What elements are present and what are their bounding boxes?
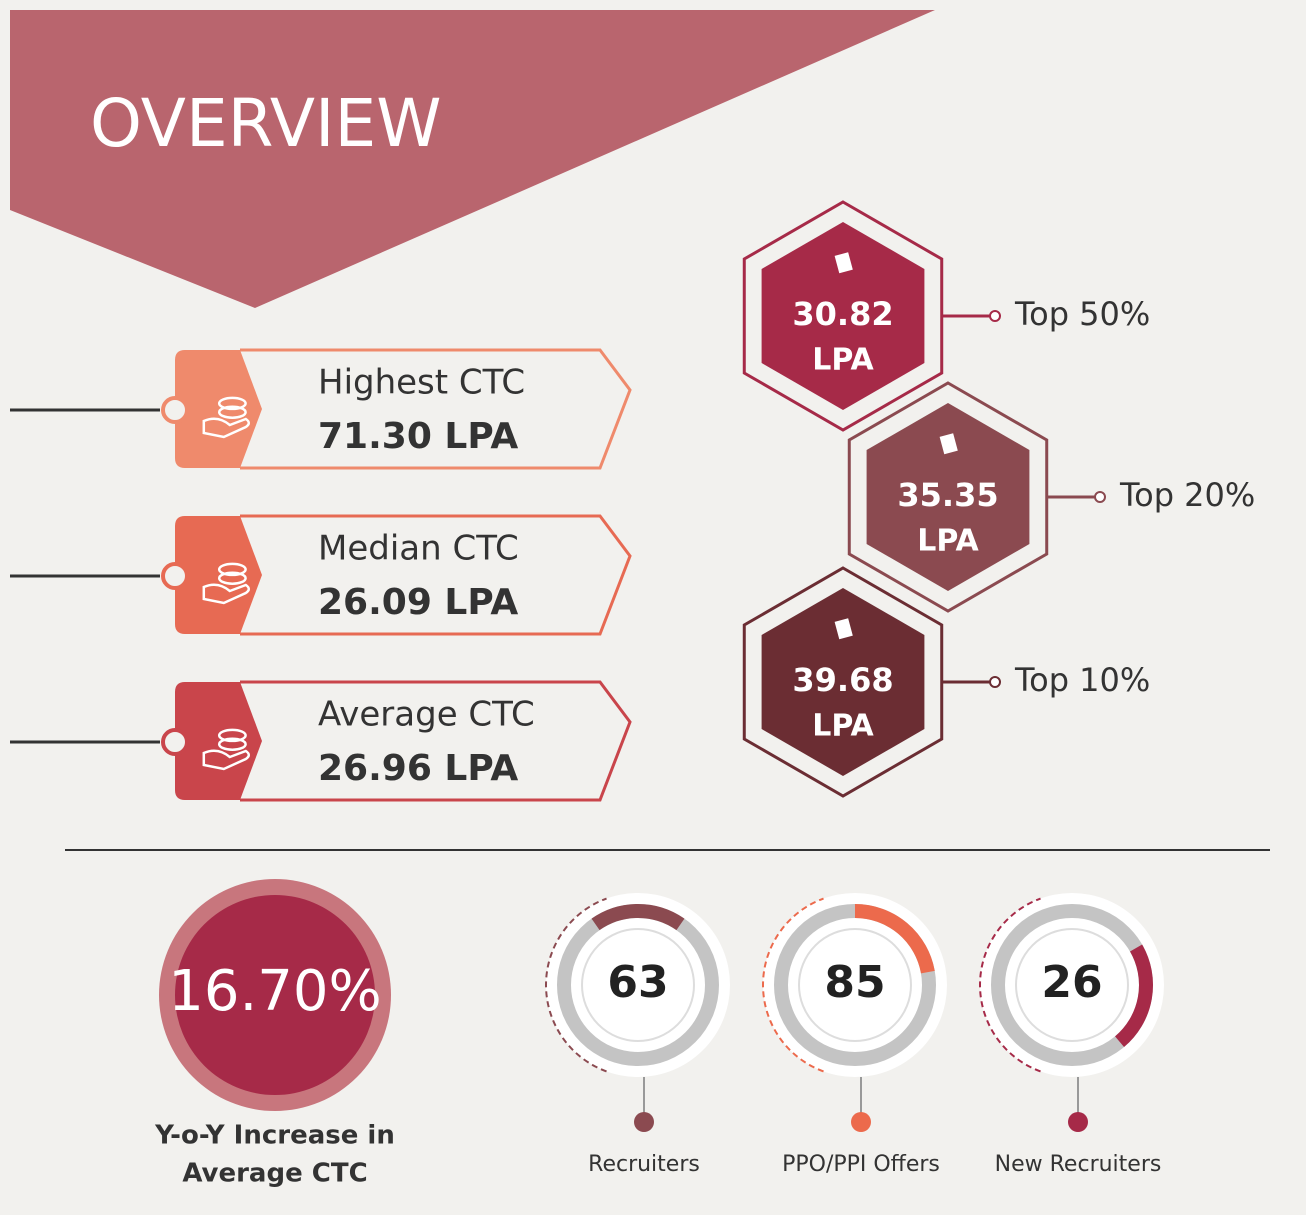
stat-inner xyxy=(798,928,912,1042)
money-icon xyxy=(834,252,853,274)
tag-outline xyxy=(240,680,632,802)
stat-label: New Recruiters xyxy=(995,1152,1162,1177)
hex-label: Top 10% xyxy=(1014,661,1150,699)
tag xyxy=(175,516,262,634)
money-icon xyxy=(939,433,958,455)
hex xyxy=(761,222,925,410)
hex xyxy=(866,403,1030,591)
stat-label: Recruiters xyxy=(588,1152,700,1177)
hex-value: 35.35 xyxy=(897,476,998,514)
stat-dot xyxy=(851,1112,871,1132)
stat-value: 63 xyxy=(607,957,668,1008)
stat-inner xyxy=(1015,928,1129,1042)
tag-outline xyxy=(240,514,632,636)
hex-value: 39.68 xyxy=(792,661,893,699)
connector-dot xyxy=(989,676,1001,688)
hex-value: 30.82 xyxy=(792,295,893,333)
stat-label: PPO/PPI Offers xyxy=(782,1152,940,1177)
connector-dot xyxy=(1094,491,1106,503)
banner xyxy=(10,10,935,308)
coin-icon xyxy=(217,405,247,419)
tag xyxy=(175,682,262,800)
tag-hole xyxy=(161,396,189,424)
money-icon xyxy=(834,618,853,640)
yoy-value: 16.70% xyxy=(168,959,382,1024)
stat-dot xyxy=(1068,1112,1088,1132)
hex-unit: LPA xyxy=(812,709,874,744)
hex-unit: LPA xyxy=(812,343,874,378)
tag-hole xyxy=(161,562,189,590)
coin-icon xyxy=(217,396,247,411)
stat-dash xyxy=(545,897,607,1073)
stat-dash xyxy=(762,897,824,1073)
stat-arc xyxy=(1114,944,1153,1048)
hex-label: Top 50% xyxy=(1014,295,1150,333)
card-label: Average CTC xyxy=(318,695,535,735)
hand-icon xyxy=(202,417,251,439)
hex-unit: LPA xyxy=(917,524,979,559)
tag-hole xyxy=(161,728,189,756)
stat-arc xyxy=(854,904,935,974)
connector-dot xyxy=(989,310,1001,322)
coin-icon xyxy=(217,562,247,577)
title: OVERVIEW xyxy=(90,85,441,162)
stat-value: 85 xyxy=(824,957,885,1008)
stat-dot xyxy=(634,1112,654,1132)
tag xyxy=(175,350,262,468)
stat-value: 26 xyxy=(1041,957,1102,1008)
hand-icon xyxy=(202,749,251,771)
hex xyxy=(761,588,925,776)
coin-icon xyxy=(217,571,247,585)
coin-icon xyxy=(217,737,247,751)
yoy-caption: Y-o-Y Increase in xyxy=(154,1121,395,1151)
card-value: 26.09 LPA xyxy=(318,582,518,623)
yoy-circle xyxy=(175,895,375,1095)
card-label: Highest CTC xyxy=(318,363,525,403)
card-value: 71.30 LPA xyxy=(318,416,518,457)
card-value: 26.96 LPA xyxy=(318,748,518,789)
yoy-caption: Average CTC xyxy=(182,1159,367,1189)
coin-icon xyxy=(217,728,247,743)
card-label: Median CTC xyxy=(318,529,519,569)
hand-icon xyxy=(202,583,251,605)
hex-label: Top 20% xyxy=(1119,476,1255,514)
tag-outline xyxy=(240,348,632,470)
stat-dash xyxy=(979,897,1041,1073)
stat-inner xyxy=(581,928,695,1042)
stat-arc xyxy=(591,904,685,931)
